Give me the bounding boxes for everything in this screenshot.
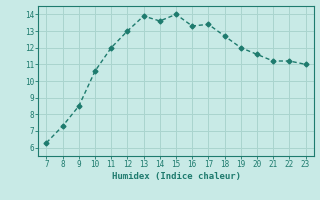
- X-axis label: Humidex (Indice chaleur): Humidex (Indice chaleur): [111, 172, 241, 181]
